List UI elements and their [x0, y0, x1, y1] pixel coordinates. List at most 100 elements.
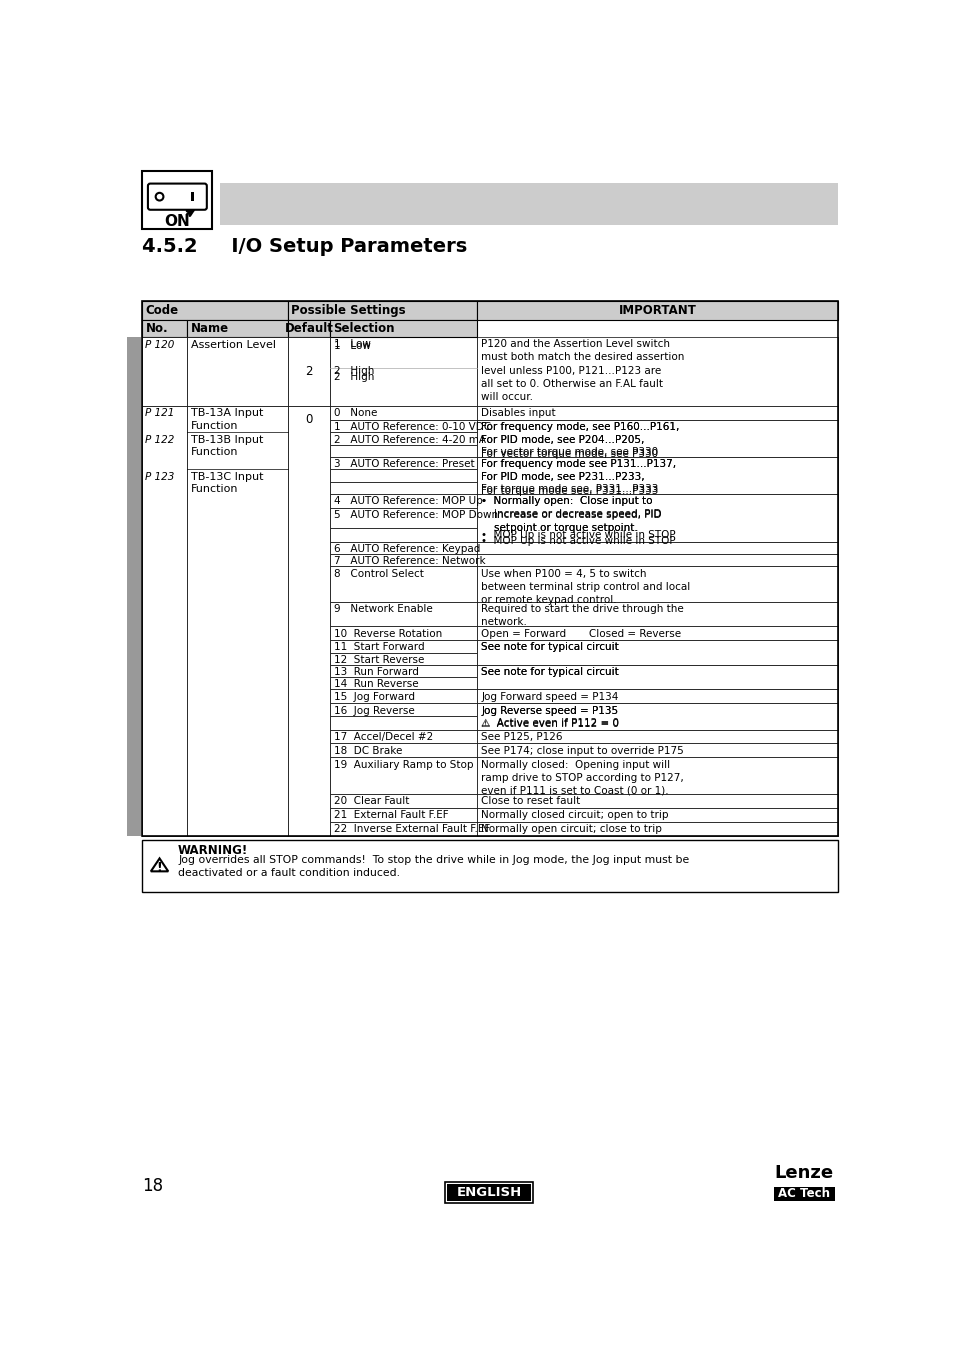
Text: Jog overrides all STOP commands!  To stop the drive while in Jog mode, the Jog i: Jog overrides all STOP commands! To stop… — [178, 855, 689, 878]
Bar — [288, 601, 330, 627]
Bar — [773, 1187, 834, 1201]
Bar — [476, 703, 838, 716]
Bar — [288, 527, 330, 541]
Bar — [142, 677, 187, 690]
Text: AC Tech: AC Tech — [778, 1187, 829, 1201]
Bar — [187, 822, 288, 836]
Bar — [187, 444, 288, 457]
Bar — [187, 601, 288, 627]
Bar — [288, 716, 330, 729]
Text: 18: 18 — [142, 1176, 164, 1194]
Text: ON: ON — [164, 214, 190, 229]
Bar — [476, 641, 838, 665]
Text: 17  Accel/Decel #2: 17 Accel/Decel #2 — [334, 732, 433, 741]
Text: Lenze: Lenze — [773, 1164, 832, 1182]
Text: See note for typical circuit: See note for typical circuit — [480, 642, 618, 653]
Bar — [476, 469, 838, 481]
Bar — [142, 601, 187, 627]
Bar — [330, 457, 476, 469]
Bar — [330, 444, 476, 457]
Bar — [142, 527, 187, 541]
Bar — [142, 553, 187, 566]
Bar — [220, 183, 838, 225]
Bar — [288, 320, 330, 337]
Bar — [187, 420, 288, 432]
Bar — [288, 566, 330, 601]
Bar — [142, 432, 187, 444]
Text: 4   AUTO Reference: MOP Up: 4 AUTO Reference: MOP Up — [334, 496, 482, 506]
Bar — [330, 795, 476, 808]
Text: WARNING!: WARNING! — [178, 844, 248, 857]
Text: Normally open circuit; close to trip: Normally open circuit; close to trip — [480, 825, 661, 834]
Bar — [330, 541, 476, 553]
Text: 5   AUTO Reference: MOP Down: 5 AUTO Reference: MOP Down — [334, 510, 497, 521]
Text: 20  Clear Fault: 20 Clear Fault — [334, 796, 409, 807]
Text: 7   AUTO Reference: Network: 7 AUTO Reference: Network — [334, 556, 485, 566]
Bar — [444, 1182, 533, 1204]
Bar — [476, 758, 838, 795]
Bar — [187, 508, 288, 527]
Bar — [476, 508, 838, 527]
Bar — [187, 553, 288, 566]
Bar — [476, 677, 838, 690]
Bar — [476, 822, 838, 836]
Text: 8   Control Select: 8 Control Select — [334, 568, 423, 578]
Text: See note for typical circuit: See note for typical circuit — [480, 667, 618, 677]
Bar — [288, 677, 330, 690]
Bar — [288, 541, 330, 553]
Bar — [142, 457, 187, 469]
Bar — [330, 553, 476, 566]
Bar — [187, 337, 288, 406]
Bar — [142, 795, 187, 808]
Bar — [142, 653, 187, 665]
Text: 11  Start Forward: 11 Start Forward — [334, 642, 424, 653]
Text: 9   Network Enable: 9 Network Enable — [334, 604, 433, 613]
Bar — [476, 301, 838, 320]
Bar — [288, 481, 330, 493]
Bar — [288, 641, 330, 653]
Text: Code: Code — [146, 304, 178, 316]
Bar — [476, 795, 838, 808]
Text: 3   AUTO Reference: Preset: 3 AUTO Reference: Preset — [334, 459, 474, 469]
Text: increase or decrease speed, PID
    setpoint or torque setpoint.: increase or decrease speed, PID setpoint… — [480, 510, 661, 533]
Text: •  Normally open:  Close input to: • Normally open: Close input to — [480, 496, 652, 506]
Bar — [288, 457, 330, 469]
Bar — [288, 665, 330, 677]
Text: Jog Forward speed = P134: Jog Forward speed = P134 — [480, 692, 618, 702]
Bar — [142, 808, 187, 822]
Bar — [187, 743, 288, 758]
Bar — [142, 541, 187, 553]
Bar — [142, 758, 187, 795]
Bar — [288, 508, 330, 527]
Text: 14  Run Reverse: 14 Run Reverse — [334, 680, 418, 690]
Bar — [187, 320, 288, 337]
Bar — [288, 553, 330, 566]
Text: 10  Reverse Rotation: 10 Reverse Rotation — [334, 628, 441, 639]
Bar — [288, 729, 330, 743]
Bar — [142, 641, 187, 653]
Text: Disables input: Disables input — [480, 409, 556, 418]
Text: 2   AUTO Reference: 4-20 mA: 2 AUTO Reference: 4-20 mA — [334, 435, 485, 444]
Bar — [288, 406, 330, 836]
Text: No.: No. — [146, 322, 168, 335]
Text: 2: 2 — [305, 365, 313, 378]
Text: P 122: P 122 — [145, 435, 174, 444]
Bar — [330, 641, 476, 653]
Bar — [187, 527, 288, 541]
Bar — [142, 703, 187, 716]
Bar — [142, 320, 187, 337]
Bar — [288, 337, 330, 406]
Bar — [187, 481, 288, 493]
Bar — [330, 508, 476, 527]
Text: 0: 0 — [305, 413, 313, 427]
Bar — [187, 627, 288, 641]
Bar — [142, 481, 187, 493]
Bar — [288, 444, 330, 457]
Bar — [187, 677, 288, 690]
Bar — [476, 716, 838, 729]
Bar — [330, 420, 476, 432]
Bar — [330, 690, 476, 703]
Text: 13  Run Forward: 13 Run Forward — [334, 667, 418, 677]
Bar — [142, 469, 187, 481]
Text: 22  Inverse External Fault F.EF: 22 Inverse External Fault F.EF — [334, 825, 490, 834]
